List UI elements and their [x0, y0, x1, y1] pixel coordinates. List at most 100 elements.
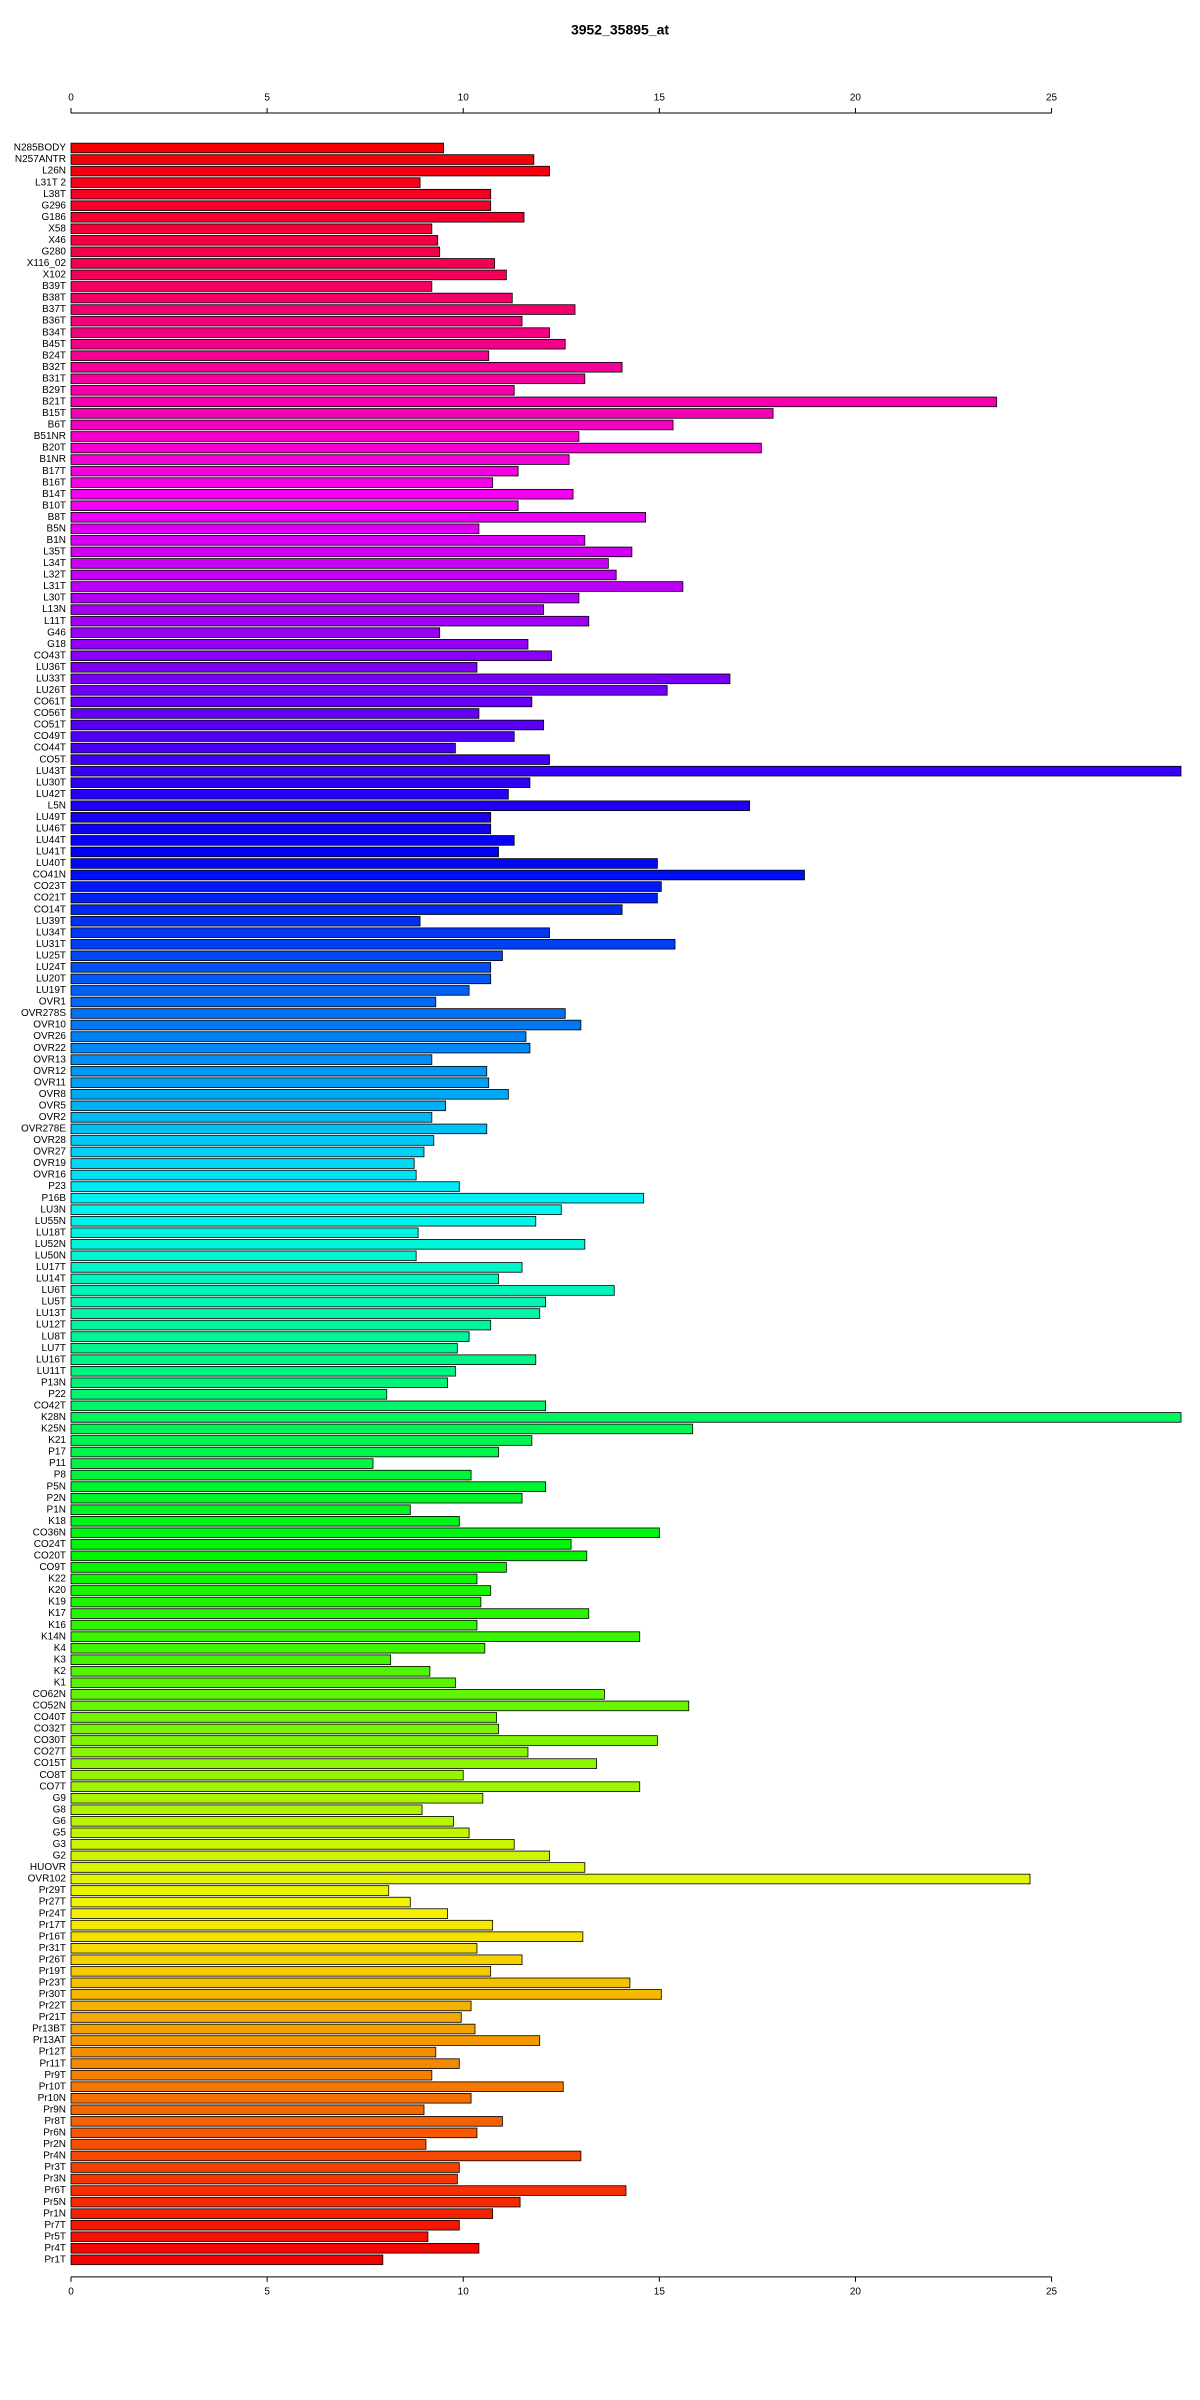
y-tick-label: G3 — [53, 1839, 67, 1850]
y-tick-label: OVR278S — [21, 1008, 66, 1019]
y-tick-label: X46 — [48, 235, 66, 246]
bar — [70, 962, 492, 973]
y-tick-label: N285BODY — [14, 143, 67, 154]
y-tick-label: X58 — [48, 223, 66, 234]
x-tick-label: 10 — [458, 93, 470, 104]
bar — [70, 1112, 433, 1123]
bar — [70, 2012, 462, 2023]
bar — [70, 2231, 429, 2242]
y-tick-label: LU24T — [36, 962, 66, 973]
x-tick-label: 5 — [264, 93, 270, 104]
bar — [70, 385, 515, 396]
y-tick-label: K19 — [48, 1597, 66, 1608]
y-tick-label: LU39T — [36, 916, 66, 927]
bar — [70, 2127, 478, 2139]
y-tick-label: Pr22T — [39, 2001, 66, 2012]
bar — [70, 408, 774, 419]
y-tick-label: CO41N — [33, 870, 66, 881]
bar — [70, 350, 490, 361]
y-tick-label: K20 — [48, 1585, 66, 1596]
bar — [70, 869, 805, 881]
bar — [70, 315, 523, 327]
bar — [70, 1273, 499, 1285]
y-tick-label: L32T — [43, 570, 66, 581]
y-tick-label: Pr29T — [39, 1885, 66, 1896]
bar — [70, 1642, 486, 1654]
bar — [70, 1342, 458, 1354]
bar — [70, 1400, 546, 1412]
bar — [70, 858, 658, 869]
bar — [70, 1181, 460, 1192]
bar — [70, 142, 445, 154]
bar — [70, 1469, 472, 1481]
bar — [70, 788, 509, 800]
bar — [70, 2023, 476, 2035]
y-tick-label: LU55N — [35, 1216, 66, 1227]
y-tick-label: LU6T — [42, 1285, 66, 1296]
y-tick-label: P16B — [42, 1193, 67, 1204]
bar — [70, 558, 609, 569]
bar — [70, 1019, 582, 1031]
bar — [70, 1100, 446, 1112]
bar — [70, 581, 684, 592]
bar — [70, 812, 492, 823]
bar — [70, 1850, 550, 1862]
bar — [70, 846, 499, 858]
y-tick-label: G5 — [53, 1827, 67, 1838]
y-tick-label: G2 — [53, 1851, 67, 1862]
y-tick-label: Pr11T — [40, 2058, 67, 2069]
bar — [70, 1712, 497, 1723]
bar — [70, 1504, 411, 1515]
y-tick-label: CO7T — [39, 1781, 66, 1792]
bar — [70, 1873, 1031, 1885]
y-tick-label: CO52N — [33, 1701, 66, 1712]
bar — [70, 2000, 472, 2012]
bar — [70, 2196, 521, 2208]
y-tick-label: L35T — [43, 547, 66, 558]
bar — [70, 235, 439, 246]
y-tick-label: LU30T — [36, 777, 66, 788]
y-tick-label: L31T 2 — [35, 177, 66, 188]
y-tick-label: K28N — [41, 1412, 66, 1423]
bar — [70, 1319, 492, 1331]
y-tick-label: CO61T — [34, 697, 66, 708]
bar — [70, 1827, 470, 1839]
y-tick-label: CO14T — [34, 904, 66, 915]
y-tick-label: Pr7T — [44, 2220, 66, 2231]
bar — [70, 777, 531, 788]
y-tick-label: P22 — [48, 1389, 66, 1400]
bar — [70, 1089, 509, 1100]
bar — [70, 2058, 460, 2069]
y-tick-label: LU8T — [42, 1331, 66, 1342]
x-tick-label: 0 — [68, 93, 74, 104]
y-tick-label: L5N — [48, 800, 66, 811]
bar — [70, 2185, 627, 2196]
bar — [70, 939, 676, 950]
y-tick-label: CO42T — [34, 1401, 66, 1412]
bar — [70, 2104, 425, 2116]
bar — [70, 442, 762, 454]
bar — [70, 1008, 566, 1019]
bar — [70, 996, 437, 1008]
bar — [70, 1539, 572, 1550]
chart-title: 3952_35895_at — [571, 22, 669, 38]
bar — [70, 304, 576, 315]
bar — [70, 1227, 419, 1239]
y-tick-label: OVR11 — [34, 1077, 66, 1088]
y-tick-label: B14T — [42, 489, 66, 500]
y-tick-label: Pr4T — [44, 2243, 66, 2254]
y-tick-label: LU16T — [36, 1354, 66, 1365]
y-tick-label: Pr23T — [39, 1978, 66, 1989]
y-tick-label: OVR5 — [39, 1100, 67, 1111]
bar — [70, 419, 674, 431]
bar — [70, 2139, 427, 2150]
y-tick-label: Pr1N — [43, 2208, 66, 2219]
x-tick-label: 25 — [1046, 93, 1058, 104]
y-tick-label: OVR8 — [39, 1089, 67, 1100]
x-tick-label: 0 — [68, 2286, 74, 2297]
bar — [70, 1146, 425, 1158]
y-tick-label: OVR10 — [33, 1020, 66, 1031]
bar — [70, 1215, 537, 1227]
bar — [70, 1966, 492, 1977]
y-tick-label: P23 — [48, 1181, 66, 1192]
